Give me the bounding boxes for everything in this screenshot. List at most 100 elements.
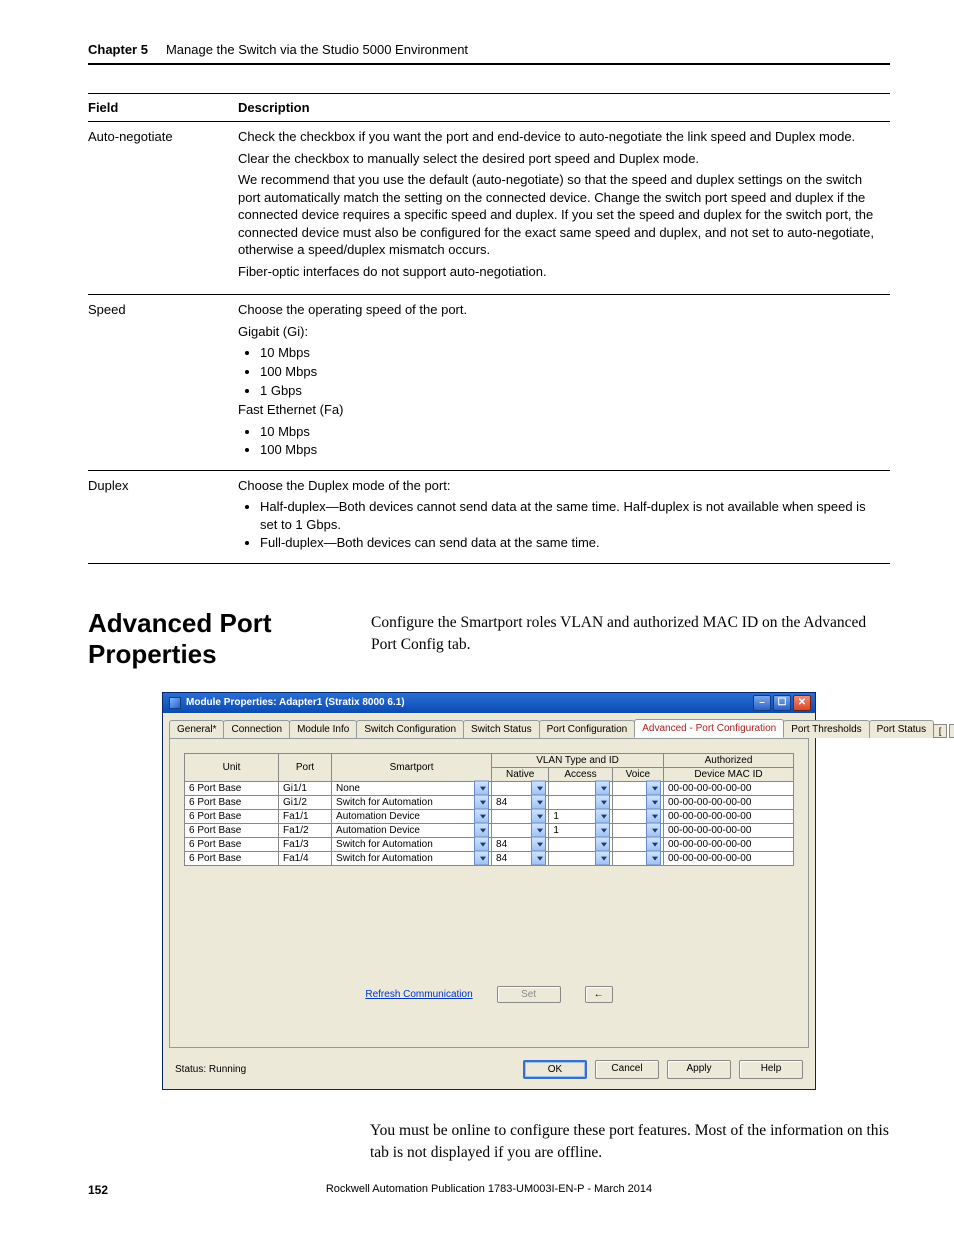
- page-footer: 152 Rockwell Automation Publication 1783…: [88, 1183, 890, 1197]
- native-vlan-dropdown[interactable]: [492, 809, 549, 823]
- section-paragraph: Configure the Smartport roles VLAN and a…: [371, 612, 890, 655]
- tab-general[interactable]: General*: [169, 720, 224, 738]
- help-button[interactable]: Help: [739, 1060, 803, 1079]
- smartport-dropdown[interactable]: None: [332, 781, 492, 795]
- subhead: Fast Ethernet (Fa): [238, 401, 880, 419]
- back-arrow-button[interactable]: ←: [585, 986, 613, 1003]
- set-button[interactable]: Set: [497, 986, 561, 1003]
- field-description: Choose the operating speed of the port. …: [238, 295, 890, 470]
- smartport-dropdown[interactable]: Automation Device: [332, 823, 492, 837]
- tab-connection[interactable]: Connection: [223, 720, 290, 738]
- cell-unit: 6 Port Base: [185, 823, 279, 837]
- table-row: 6 Port BaseFa1/4Switch for Automation840…: [185, 851, 794, 865]
- access-vlan-dropdown[interactable]: 1: [549, 823, 612, 837]
- native-vlan-dropdown[interactable]: [492, 781, 549, 795]
- port-config-grid: Unit Port Smartport VLAN Type and ID Aut…: [184, 753, 794, 866]
- list-item: 100 Mbps: [260, 363, 880, 381]
- col-native: Native: [492, 767, 549, 781]
- minimize-button[interactable]: –: [753, 695, 771, 711]
- tab-switch-status[interactable]: Switch Status: [463, 720, 540, 738]
- col-unit: Unit: [185, 753, 279, 781]
- col-vlan-group: VLAN Type and ID: [492, 753, 664, 767]
- list-item: 10 Mbps: [260, 423, 880, 441]
- col-mac-bottom: Device MAC ID: [664, 767, 794, 781]
- col-mac-top: Authorized: [664, 753, 794, 767]
- cell-mac[interactable]: 00-00-00-00-00-00: [664, 795, 794, 809]
- voice-vlan-dropdown[interactable]: [612, 837, 663, 851]
- access-vlan-dropdown[interactable]: [549, 795, 612, 809]
- table-row: Auto-negotiate Check the checkbox if you…: [88, 122, 890, 295]
- smartport-dropdown[interactable]: Automation Device: [332, 809, 492, 823]
- description-paragraph: Choose the Duplex mode of the port:: [238, 477, 880, 495]
- field-description: Choose the Duplex mode of the port: Half…: [238, 470, 890, 563]
- tab-scroll-left-button[interactable]: ◂: [949, 724, 954, 738]
- cell-mac[interactable]: 00-00-00-00-00-00: [664, 851, 794, 865]
- ok-button[interactable]: OK: [523, 1060, 587, 1079]
- tab-port-thresholds[interactable]: Port Thresholds: [783, 720, 869, 738]
- tab-port-status[interactable]: Port Status: [869, 720, 934, 738]
- description-paragraph: Choose the operating speed of the port.: [238, 301, 880, 319]
- cell-unit: 6 Port Base: [185, 837, 279, 851]
- cell-mac[interactable]: 00-00-00-00-00-00: [664, 837, 794, 851]
- native-vlan-dropdown[interactable]: [492, 823, 549, 837]
- field-description: Check the checkbox if you want the port …: [238, 122, 890, 295]
- col-access: Access: [549, 767, 612, 781]
- cell-mac[interactable]: 00-00-00-00-00-00: [664, 781, 794, 795]
- smartport-dropdown[interactable]: Switch for Automation: [332, 851, 492, 865]
- table-row: 6 Port BaseFa1/1Automation Device100-00-…: [185, 809, 794, 823]
- smartport-dropdown[interactable]: Switch for Automation: [332, 795, 492, 809]
- access-vlan-dropdown[interactable]: [549, 837, 612, 851]
- refresh-communication-link[interactable]: Refresh Communication: [365, 989, 472, 1000]
- cancel-button[interactable]: Cancel: [595, 1060, 659, 1079]
- description-paragraph: Check the checkbox if you want the port …: [238, 128, 880, 146]
- list-item: 10 Mbps: [260, 344, 880, 362]
- table-row: 6 Port BaseFa1/3Switch for Automation84 0…: [185, 837, 794, 851]
- voice-vlan-dropdown[interactable]: [612, 781, 663, 795]
- col-smartport: Smartport: [332, 753, 492, 781]
- field-name: Duplex: [88, 470, 238, 563]
- tab-switch-configuration[interactable]: Switch Configuration: [356, 720, 464, 738]
- status-text: Status: Running: [175, 1064, 246, 1075]
- voice-vlan-dropdown[interactable]: [612, 823, 663, 837]
- page-number: 152: [88, 1183, 108, 1197]
- module-properties-window: Module Properties: Adapter1 (Stratix 800…: [162, 692, 816, 1090]
- list-item: 1 Gbps: [260, 382, 880, 400]
- cell-mac[interactable]: 00-00-00-00-00-00: [664, 809, 794, 823]
- tab-advanced-port-configuration[interactable]: Advanced - Port Configuration: [634, 719, 784, 738]
- native-vlan-dropdown[interactable]: 84: [492, 851, 549, 865]
- titlebar[interactable]: Module Properties: Adapter1 (Stratix 800…: [163, 693, 815, 713]
- table-row: 6 Port BaseGi1/2Switch for Automation84 0…: [185, 795, 794, 809]
- native-vlan-dropdown[interactable]: 84: [492, 837, 549, 851]
- maximize-button[interactable]: ☐: [773, 695, 791, 711]
- access-vlan-dropdown[interactable]: [549, 781, 612, 795]
- native-vlan-dropdown[interactable]: 84: [492, 795, 549, 809]
- section-header-row: Advanced Port Properties Configure the S…: [88, 608, 890, 670]
- tab-module-info[interactable]: Module Info: [289, 720, 357, 738]
- tab-overflow-icon[interactable]: [: [933, 724, 947, 738]
- cell-port: Fa1/3: [279, 837, 332, 851]
- tab-port-configuration[interactable]: Port Configuration: [539, 720, 636, 738]
- voice-vlan-dropdown[interactable]: [612, 795, 663, 809]
- access-vlan-dropdown[interactable]: 1: [549, 809, 612, 823]
- field-name: Speed: [88, 295, 238, 470]
- advanced-port-config-panel: Unit Port Smartport VLAN Type and ID Aut…: [169, 738, 809, 1048]
- list: Half-duplex—Both devices cannot send dat…: [260, 498, 880, 552]
- close-button[interactable]: ✕: [793, 695, 811, 711]
- voice-vlan-dropdown[interactable]: [612, 809, 663, 823]
- voice-vlan-dropdown[interactable]: [612, 851, 663, 865]
- apply-button[interactable]: Apply: [667, 1060, 731, 1079]
- cell-port: Gi1/2: [279, 795, 332, 809]
- chapter-header: Chapter 5 Manage the Switch via the Stud…: [88, 42, 890, 65]
- tabstrip: General* Connection Module Info Switch C…: [163, 713, 815, 738]
- cell-unit: 6 Port Base: [185, 795, 279, 809]
- chapter-title: Manage the Switch via the Studio 5000 En…: [166, 42, 468, 57]
- access-vlan-dropdown[interactable]: [549, 851, 612, 865]
- status-row: Status: Running OK Cancel Apply Help: [163, 1054, 815, 1089]
- cell-unit: 6 Port Base: [185, 809, 279, 823]
- smartport-dropdown[interactable]: Switch for Automation: [332, 837, 492, 851]
- cell-unit: 6 Port Base: [185, 781, 279, 795]
- field-description-table: Field Description Auto-negotiate Check t…: [88, 93, 890, 564]
- cell-mac[interactable]: 00-00-00-00-00-00: [664, 823, 794, 837]
- table-row: Duplex Choose the Duplex mode of the por…: [88, 470, 890, 563]
- list: 10 Mbps 100 Mbps: [260, 423, 880, 459]
